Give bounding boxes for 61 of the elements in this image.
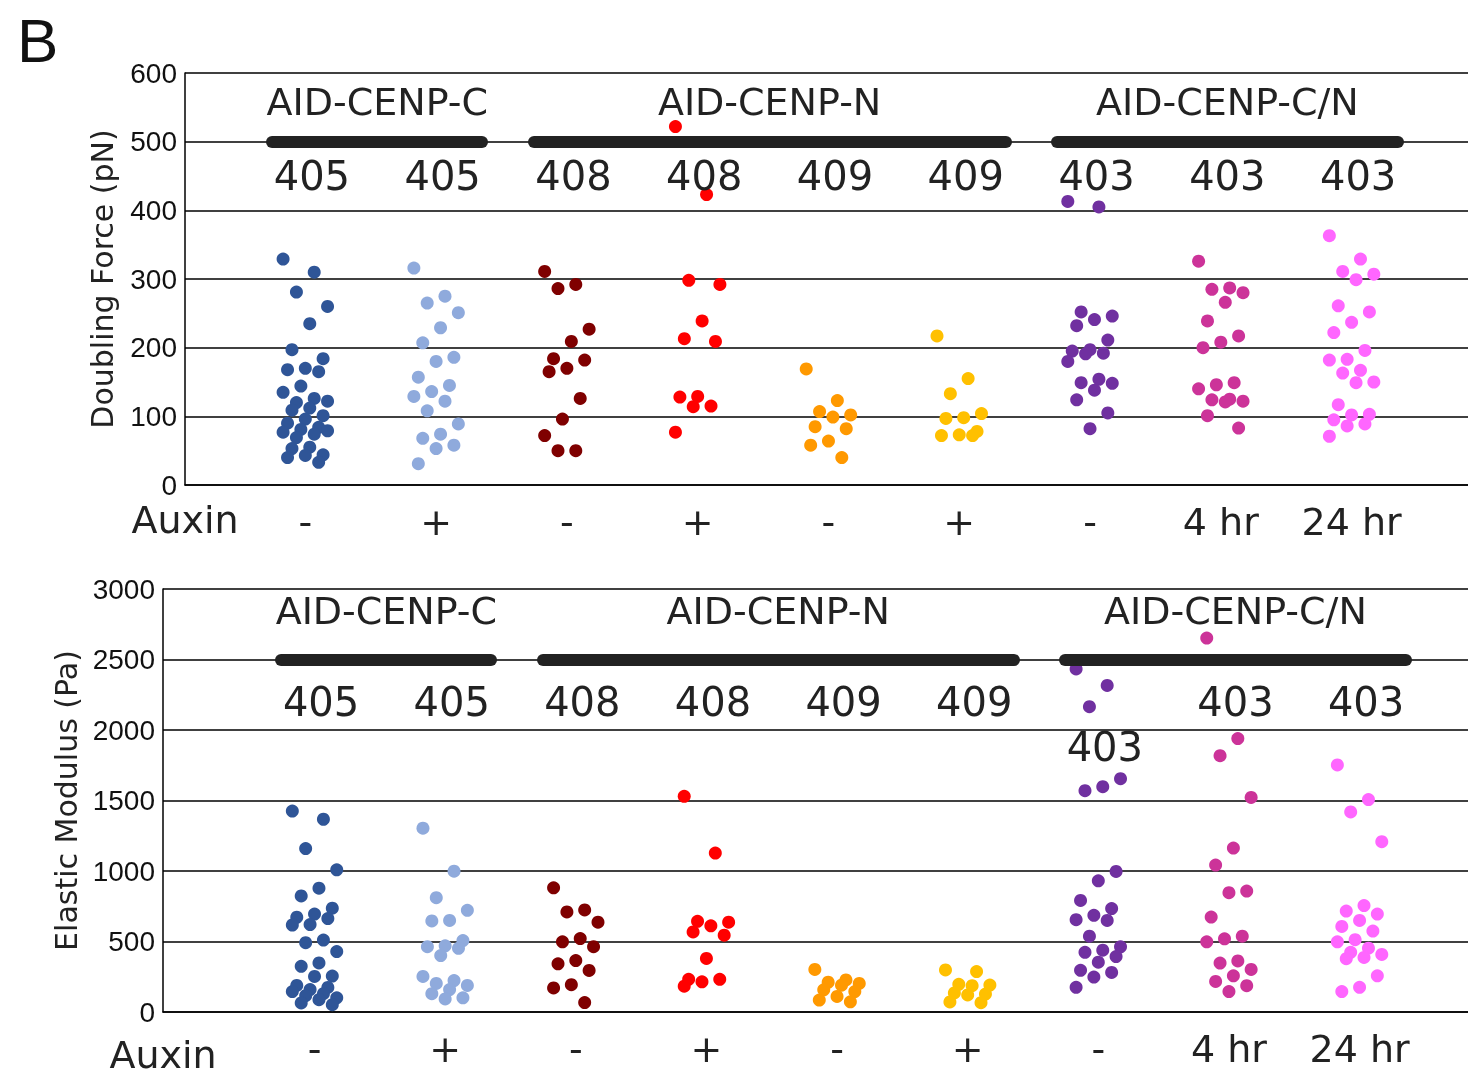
annotation: 403 <box>1189 153 1266 199</box>
x-axis-title: Auxin <box>109 1033 217 1075</box>
y-axis-title: Doubling Force (pN) <box>84 129 120 429</box>
x-tick-label: + <box>951 1027 984 1071</box>
y-tick-label: 1000 <box>92 855 155 887</box>
y-tick-label: 500 <box>108 926 155 957</box>
x-tick-label: - <box>1091 1027 1106 1071</box>
y-tick-label: 0 <box>139 996 155 1028</box>
x-tick-label: + <box>681 500 714 544</box>
x-tick-label: 24 hr <box>1309 1027 1411 1071</box>
y-tick-label: 200 <box>130 332 177 364</box>
x-tick-label: - <box>560 500 574 544</box>
annotation: 405 <box>404 153 481 199</box>
annotation: 409 <box>927 153 1004 199</box>
annotation: 405 <box>282 678 360 725</box>
y-tick-label: 3000 <box>92 573 155 605</box>
y-tick-label: 600 <box>130 57 177 89</box>
annotation: 409 <box>796 153 874 199</box>
x-tick-label: + <box>690 1027 723 1071</box>
annotation: 408 <box>666 153 743 199</box>
annotation: 405 <box>413 678 490 725</box>
annotation: AID-CENP-C <box>266 79 488 124</box>
x-tick-label: 4 hr <box>1182 500 1260 544</box>
y-tick-label: 2000 <box>92 714 155 746</box>
x-tick-label: + <box>943 500 976 544</box>
y-axis-title: Elastic Modulus (Pa) <box>49 650 85 951</box>
y-tick-label: 400 <box>130 194 177 226</box>
x-tick-label: - <box>830 1027 844 1071</box>
annotation: 409 <box>805 678 882 725</box>
annotation: 409 <box>936 678 1013 725</box>
annotation: 408 <box>544 678 621 725</box>
annotation: 405 <box>273 153 351 199</box>
annotation: AID-CENP-C/N <box>1104 589 1367 634</box>
annotation: 408 <box>674 678 752 725</box>
y-tick-label: 500 <box>130 126 177 158</box>
y-tick-label: 300 <box>130 263 177 295</box>
annotation: 403 <box>1066 723 1144 770</box>
annotation: AID-CENP-N <box>657 79 882 124</box>
annotation: 403 <box>1327 678 1405 725</box>
x-tick-label: 4 hr <box>1190 1027 1268 1071</box>
x-tick-label: - <box>568 1027 583 1071</box>
annotation: 403 <box>1058 153 1135 199</box>
x-tick-label: + <box>429 1027 462 1071</box>
annotation: AID-CENP-C/N <box>1095 79 1359 124</box>
annotation: 408 <box>535 153 612 199</box>
annotation: 403 <box>1319 153 1397 199</box>
annotation: AID-CENP-C <box>275 589 498 634</box>
y-tick-label: 0 <box>161 469 177 501</box>
x-tick-label: - <box>1083 500 1097 544</box>
y-tick-label: 1500 <box>92 785 155 816</box>
y-tick-label: 100 <box>130 400 177 432</box>
x-tick-label: + <box>420 500 453 544</box>
x-tick-label: - <box>821 500 836 544</box>
chart-title: B <box>17 5 59 75</box>
x-axis-title: Auxin <box>131 498 239 542</box>
x-tick-label: 24 hr <box>1301 500 1403 544</box>
annotation: AID-CENP-N <box>666 589 890 634</box>
x-tick-label: - <box>307 1027 322 1071</box>
x-tick-label: - <box>298 500 313 544</box>
y-tick-label: 2500 <box>92 644 155 675</box>
annotation: 403 <box>1197 678 1274 725</box>
